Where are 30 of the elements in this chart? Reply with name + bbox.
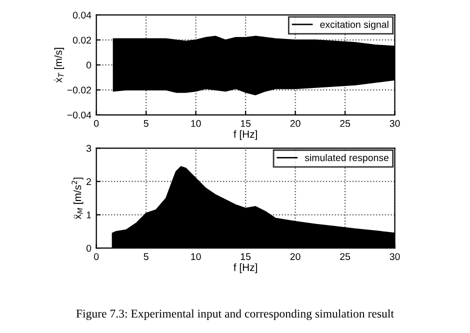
x-tick-label: 5 [144, 120, 148, 127]
y-tick-label: −0.04 [67, 112, 92, 119]
y-tick-label: 0 [86, 244, 92, 252]
x-tick-label: 0 [94, 120, 99, 127]
y-tick-label: 0 [86, 62, 92, 69]
x-tick-label: 0 [94, 253, 99, 260]
y-tick-label: 2 [86, 178, 91, 186]
x-tick-label: 15 [240, 120, 251, 127]
legend-label: excitation signal [320, 20, 388, 30]
caption: Figure 7.3: Experimental input and corresponding simulation result [76, 309, 394, 320]
x-tick-label: 25 [340, 253, 350, 260]
y-tick-label: 3 [86, 144, 92, 152]
y-axis-title: ẋ$_{T}$ [m/s] [54, 48, 64, 83]
y-axis-title: ẍ$_{M}$ [m/s$^{2}$] [72, 178, 84, 220]
x-tick-label: 5 [144, 253, 148, 260]
x-tick-label: 10 [191, 120, 201, 127]
x-tick-label: 20 [290, 120, 300, 127]
x-tick-label: 30 [390, 253, 400, 260]
x-tick-label: 30 [390, 120, 400, 127]
y-tick-label: 0.02 [72, 36, 92, 44]
y-tick-label: 0.04 [72, 12, 92, 19]
x-tick-label: 10 [191, 253, 201, 260]
legend-label: simulated response [304, 154, 389, 164]
x-tick-label: 20 [290, 253, 300, 260]
x-tick-label: 25 [340, 120, 350, 127]
x-tick-label: 15 [240, 253, 251, 260]
x-axis-title: f [Hz] [234, 263, 257, 274]
x-axis-title: f [Hz] [234, 130, 257, 140]
y-tick-label: −0.02 [67, 86, 91, 94]
y-tick-label: 1 [86, 212, 92, 218]
